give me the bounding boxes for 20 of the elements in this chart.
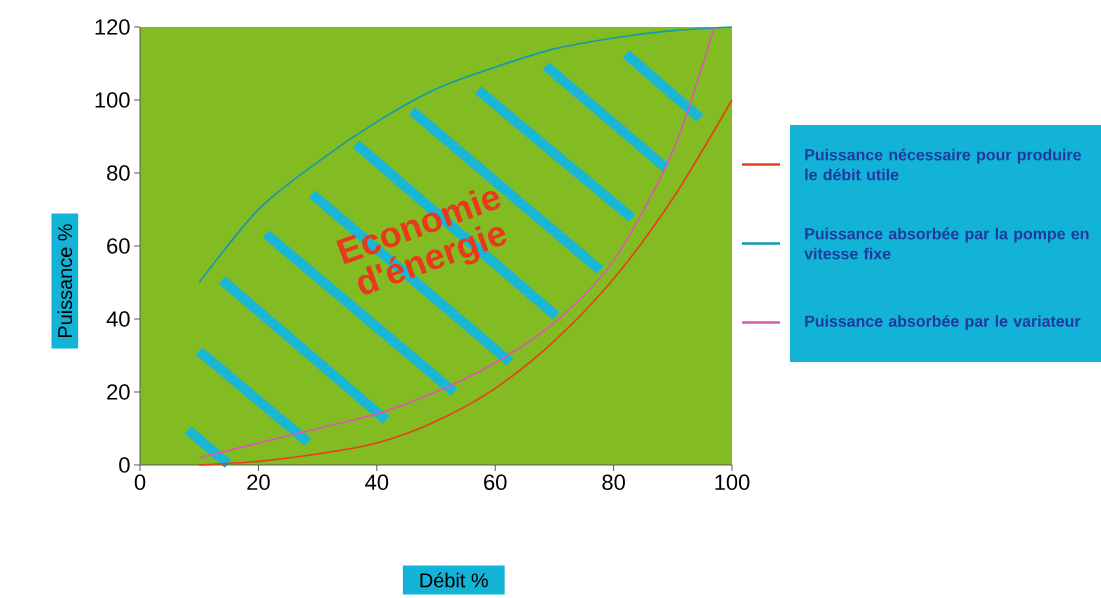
legend-label: Puissance nécessaire pour produire le débit utile <box>805 148 1081 181</box>
y-tick-label: 20 <box>107 384 130 400</box>
x-axis-title: Débit % <box>420 572 488 588</box>
y-tick-label: 100 <box>95 92 130 108</box>
y-tick-label: 120 <box>95 19 130 35</box>
x-tick-label: 60 <box>484 474 507 491</box>
y-tick-label: 40 <box>106 311 130 327</box>
x-tick-label: 20 <box>247 474 270 491</box>
y-tick-label: 0 <box>119 457 130 473</box>
line-series <box>198 99 733 466</box>
x-tick-label: 0 <box>134 474 146 491</box>
x-tick-label: 100 <box>715 474 750 491</box>
legend-label: Puissance absorbée par la pompe en vitesse fixe <box>804 227 1089 260</box>
y-tick-label: 60 <box>107 238 130 254</box>
y-tick-label: 80 <box>107 165 130 181</box>
y-axis-title: Puissance % <box>57 224 73 337</box>
x-tick-label: 80 <box>602 474 625 491</box>
legend-label: Puissance absorbée par le variateur <box>805 314 1081 330</box>
x-tick-label: 40 <box>365 474 389 491</box>
line-series <box>198 26 716 459</box>
